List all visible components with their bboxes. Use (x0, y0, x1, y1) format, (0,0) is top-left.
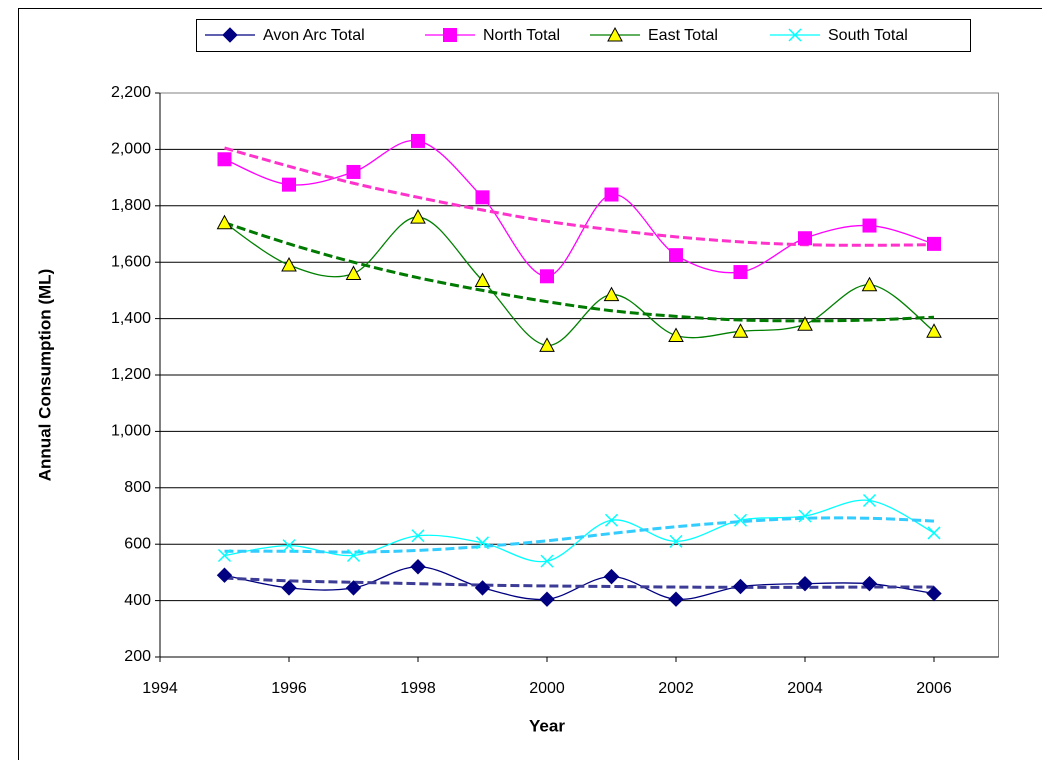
x-tick-label: 1996 (271, 680, 307, 697)
x-tick-label: 2004 (787, 680, 823, 697)
x-tick-label: 1998 (400, 680, 436, 697)
y-tick-label: 1,000 (111, 423, 151, 440)
marker (412, 134, 425, 147)
marker (347, 165, 360, 178)
x-tick-label: 2000 (529, 680, 565, 697)
y-tick-label: 2,000 (111, 141, 151, 158)
y-tick-label: 200 (124, 648, 151, 665)
y-tick-label: 400 (124, 592, 151, 609)
x-tick-label: 2002 (658, 680, 694, 697)
y-tick-label: 1,800 (111, 197, 151, 214)
marker (799, 232, 812, 245)
marker (541, 270, 554, 283)
legend-label: South Total (828, 27, 908, 44)
marker (863, 219, 876, 232)
x-axis-title: Year (529, 716, 565, 735)
legend-marker (444, 29, 457, 42)
y-axis-title: Annual Consumption (ML) (35, 269, 54, 481)
y-tick-label: 1,400 (111, 310, 151, 327)
y-tick-label: 1,200 (111, 366, 151, 383)
marker (734, 266, 747, 279)
y-tick-label: 600 (124, 535, 151, 552)
y-tick-label: 1,600 (111, 253, 151, 270)
marker (476, 191, 489, 204)
marker (605, 188, 618, 201)
marker (218, 153, 231, 166)
y-tick-label: 800 (124, 479, 151, 496)
marker (670, 249, 683, 262)
legend-label: Avon Arc Total (263, 27, 365, 44)
legend-label: North Total (483, 27, 560, 44)
marker (283, 178, 296, 191)
x-tick-label: 2006 (916, 680, 952, 697)
legend-label: East Total (648, 27, 718, 44)
y-tick-label: 2,200 (111, 84, 151, 101)
x-tick-label: 1994 (142, 680, 178, 697)
marker (928, 237, 941, 250)
